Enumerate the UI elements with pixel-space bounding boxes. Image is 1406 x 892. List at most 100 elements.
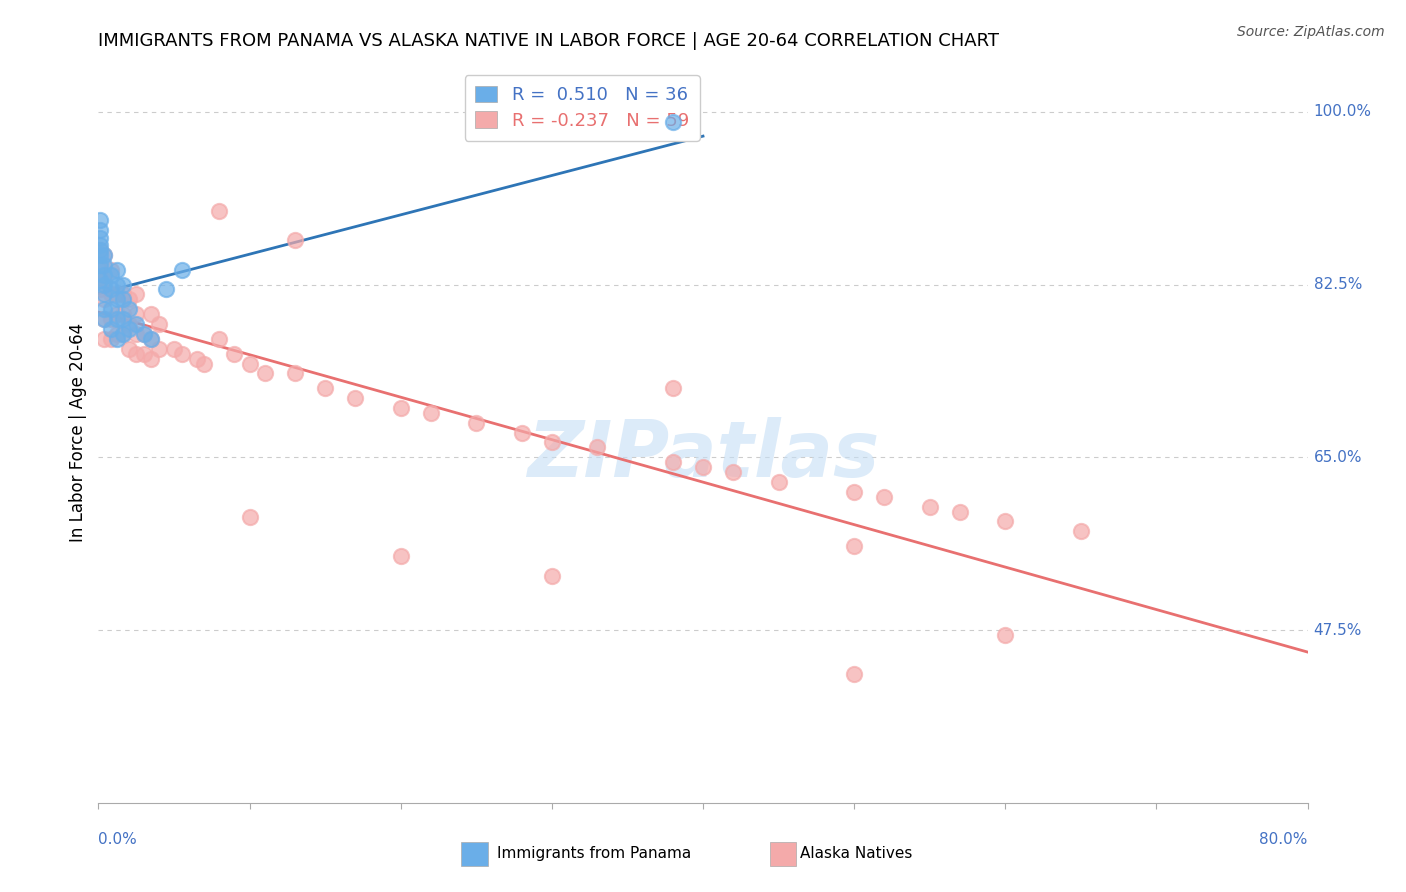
Point bbox=[949, 505, 972, 519]
Point bbox=[93, 248, 115, 262]
Point bbox=[100, 283, 122, 297]
Point bbox=[163, 342, 186, 356]
Point bbox=[93, 293, 115, 307]
Point bbox=[111, 293, 134, 307]
Point bbox=[111, 277, 134, 292]
Point bbox=[89, 262, 111, 277]
Point bbox=[768, 475, 790, 489]
Point bbox=[148, 342, 170, 356]
Point bbox=[239, 509, 262, 524]
Legend: R =  0.510   N = 36, R = -0.237   N = 59: R = 0.510 N = 36, R = -0.237 N = 59 bbox=[464, 75, 700, 141]
Point bbox=[170, 262, 193, 277]
Point bbox=[586, 441, 609, 455]
Point bbox=[111, 326, 134, 341]
Text: Immigrants from Panama: Immigrants from Panama bbox=[498, 847, 692, 862]
Point bbox=[105, 307, 128, 321]
Point bbox=[89, 243, 111, 257]
Point bbox=[1070, 524, 1092, 539]
Point bbox=[93, 332, 115, 346]
Point bbox=[125, 287, 148, 301]
Point bbox=[100, 302, 122, 317]
Point bbox=[155, 283, 177, 297]
Point bbox=[208, 332, 231, 346]
Point bbox=[284, 367, 307, 381]
Text: 0.0%: 0.0% bbox=[98, 832, 138, 847]
Point bbox=[132, 326, 155, 341]
Point bbox=[118, 293, 141, 307]
Point bbox=[89, 223, 111, 237]
Point bbox=[141, 351, 163, 366]
Point bbox=[540, 568, 562, 582]
Point bbox=[93, 287, 115, 301]
Point bbox=[93, 248, 115, 262]
Point bbox=[465, 416, 488, 430]
Point bbox=[89, 283, 111, 297]
Point bbox=[141, 332, 163, 346]
Point bbox=[100, 332, 122, 346]
Point bbox=[93, 277, 115, 292]
Point bbox=[89, 238, 111, 252]
Point bbox=[540, 435, 562, 450]
Point bbox=[420, 406, 443, 420]
Y-axis label: In Labor Force | Age 20-64: In Labor Force | Age 20-64 bbox=[69, 323, 87, 542]
Point bbox=[389, 401, 412, 415]
FancyBboxPatch shape bbox=[461, 842, 488, 866]
Point bbox=[918, 500, 941, 514]
Text: IMMIGRANTS FROM PANAMA VS ALASKA NATIVE IN LABOR FORCE | AGE 20-64 CORRELATION C: IMMIGRANTS FROM PANAMA VS ALASKA NATIVE … bbox=[98, 32, 1000, 50]
Point bbox=[105, 312, 128, 326]
Point bbox=[224, 346, 246, 360]
Point bbox=[111, 326, 134, 341]
Point bbox=[239, 357, 262, 371]
Point bbox=[105, 293, 128, 307]
Point bbox=[105, 332, 128, 346]
Text: ZIPatlas: ZIPatlas bbox=[527, 417, 879, 493]
Point bbox=[208, 203, 231, 218]
Point bbox=[132, 326, 155, 341]
Text: 47.5%: 47.5% bbox=[1313, 623, 1362, 638]
Point bbox=[873, 490, 896, 504]
Point bbox=[89, 213, 111, 227]
Point bbox=[93, 268, 115, 282]
Point bbox=[844, 539, 866, 553]
Point bbox=[118, 302, 141, 317]
Point bbox=[844, 484, 866, 499]
Point bbox=[661, 381, 683, 395]
Text: 65.0%: 65.0% bbox=[1313, 450, 1362, 465]
Point bbox=[170, 346, 193, 360]
Point bbox=[141, 307, 163, 321]
Point bbox=[100, 312, 122, 326]
Text: 82.5%: 82.5% bbox=[1313, 277, 1362, 292]
Text: Source: ZipAtlas.com: Source: ZipAtlas.com bbox=[1237, 25, 1385, 39]
Point bbox=[105, 262, 128, 277]
Point bbox=[125, 326, 148, 341]
Point bbox=[118, 317, 141, 331]
Point bbox=[89, 243, 111, 257]
Point bbox=[314, 381, 336, 395]
Point bbox=[125, 317, 148, 331]
Point bbox=[89, 258, 111, 272]
Text: 80.0%: 80.0% bbox=[1260, 832, 1308, 847]
Point bbox=[111, 307, 134, 321]
Point bbox=[93, 312, 115, 326]
Point bbox=[118, 322, 141, 336]
Point bbox=[125, 307, 148, 321]
Point bbox=[93, 302, 115, 317]
Point bbox=[994, 515, 1017, 529]
Point bbox=[284, 233, 307, 247]
Point bbox=[141, 332, 163, 346]
Point bbox=[93, 272, 115, 286]
Point bbox=[253, 367, 276, 381]
Point bbox=[723, 465, 745, 479]
Point bbox=[389, 549, 412, 563]
Point bbox=[89, 248, 111, 262]
Point bbox=[661, 114, 683, 128]
Point bbox=[111, 312, 134, 326]
Point bbox=[100, 287, 122, 301]
Point bbox=[510, 425, 533, 440]
Point bbox=[186, 351, 208, 366]
Point bbox=[111, 287, 134, 301]
Point bbox=[100, 268, 122, 282]
Point bbox=[100, 262, 122, 277]
Point bbox=[148, 317, 170, 331]
Point bbox=[193, 357, 215, 371]
